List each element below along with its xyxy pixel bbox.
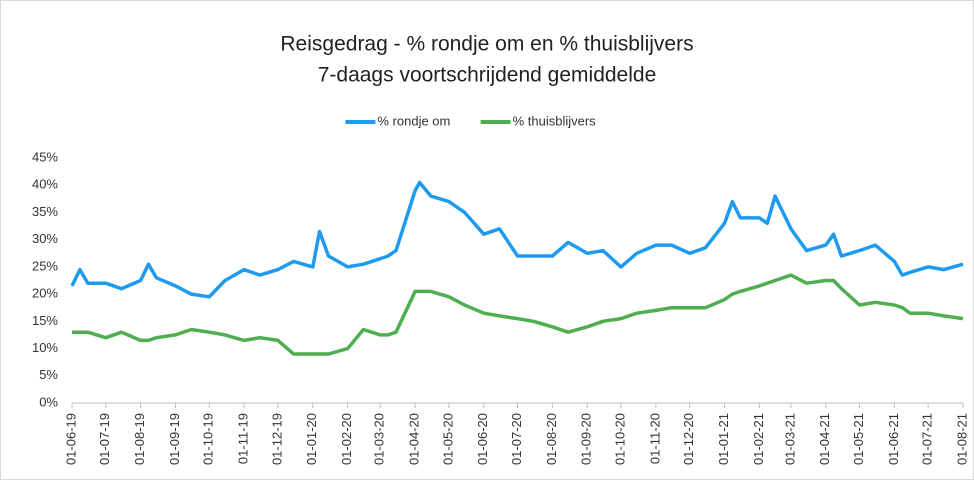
x-tick-label: 01-10-20 <box>612 413 627 465</box>
y-tick-label: 15% <box>32 313 58 328</box>
x-tick-label: 01-07-21 <box>920 413 935 465</box>
y-tick-label: 10% <box>32 340 58 355</box>
y-tick-label: 40% <box>32 177 58 192</box>
legend-label: % rondje om <box>377 113 450 128</box>
x-tick-label: 01-07-20 <box>509 413 524 465</box>
x-tick-label: 01-06-21 <box>886 413 901 465</box>
x-tick-label: 01-04-21 <box>817 413 832 465</box>
x-tick-label: 01-06-20 <box>475 413 490 465</box>
x-tick-label: 01-04-20 <box>407 413 422 465</box>
x-tick-label: 01-09-19 <box>167 413 182 465</box>
x-tick-label: 01-01-21 <box>716 413 731 465</box>
x-tick-label: 01-12-19 <box>269 413 284 465</box>
y-tick-label: 35% <box>32 204 58 219</box>
x-tick-label: 01-05-21 <box>851 413 866 465</box>
x-tick-label: 01-12-20 <box>681 413 696 465</box>
y-tick-label: 5% <box>39 367 58 382</box>
x-tick-label: 01-11-19 <box>236 413 251 464</box>
x-tick-label: 01-01-20 <box>304 413 319 465</box>
y-tick-label: 0% <box>39 394 58 409</box>
x-tick-label: 01-03-20 <box>372 413 387 465</box>
series-line <box>70 180 964 299</box>
x-tick-label: 01-02-21 <box>751 413 766 465</box>
x-tick-label: 01-06-19 <box>63 413 78 465</box>
chart-subtitle: 7-daags voortschrijdend gemiddelde <box>318 64 657 87</box>
x-tick-label: 01-07-19 <box>97 413 112 465</box>
y-tick-label: 45% <box>32 149 58 164</box>
x-tick-label: 01-03-21 <box>782 413 797 465</box>
x-tick-label: 01-05-20 <box>440 413 455 465</box>
legend-label: % thuisblijvers <box>513 113 597 128</box>
y-tick-label: 30% <box>32 231 58 246</box>
y-tick-label: 20% <box>32 286 58 301</box>
x-tick-label: 01-10-19 <box>201 413 216 465</box>
x-tick-label: 01-09-20 <box>579 413 594 465</box>
x-tick-label: 01-08-19 <box>132 413 147 465</box>
y-tick-label: 25% <box>32 258 58 273</box>
x-tick-label: 01-11-20 <box>647 413 662 464</box>
x-tick-label: 01-08-20 <box>544 413 559 465</box>
series-line <box>72 273 964 356</box>
chart-title: Reisgedrag - % rondje om en % thuisblijv… <box>280 33 693 56</box>
x-tick-label: 01-08-21 <box>954 413 969 465</box>
x-tick-label: 01-02-20 <box>339 413 354 465</box>
